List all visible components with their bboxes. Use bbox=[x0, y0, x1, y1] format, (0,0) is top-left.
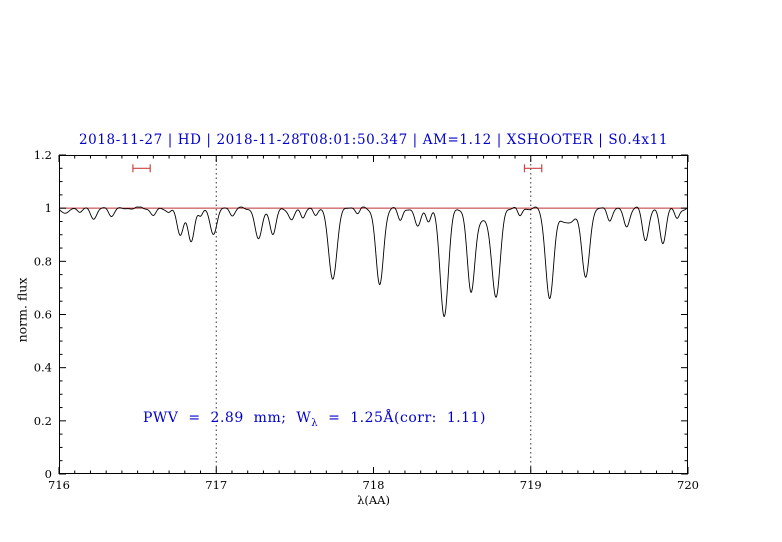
y-tick-label: 1 bbox=[45, 201, 52, 215]
x-tick-label: 718 bbox=[363, 478, 385, 492]
y-tick-label: 0.8 bbox=[34, 254, 52, 268]
pwv-annotation-sub: λ bbox=[311, 417, 319, 429]
y-tick-label: 0.4 bbox=[34, 361, 52, 375]
y-tick-label: 1.2 bbox=[34, 148, 52, 162]
x-tick-label: 720 bbox=[677, 478, 699, 492]
x-tick-label: 717 bbox=[205, 478, 227, 492]
pwv-annotation-post: = 1.25Å(corr: 1.11) bbox=[318, 410, 486, 426]
x-tick-label: 716 bbox=[48, 478, 70, 492]
y-tick-label: 0.6 bbox=[34, 308, 52, 322]
plot-title: 2018-11-27 | HD | 2018-11-28T08:01:50.34… bbox=[78, 132, 669, 148]
pwv-annotation-pre: PWV = 2.89 mm; W bbox=[143, 410, 312, 426]
pwv-annotation: PWV = 2.89 mm; Wλ = 1.25Å(corr: 1.11) bbox=[143, 410, 486, 429]
y-tick-label: 0 bbox=[45, 467, 52, 481]
y-tick-label: 0.2 bbox=[34, 414, 52, 428]
x-axis-label: λ(AA) bbox=[357, 493, 390, 507]
spectrum-line bbox=[58, 206, 689, 317]
x-tick-label: 719 bbox=[520, 478, 542, 492]
